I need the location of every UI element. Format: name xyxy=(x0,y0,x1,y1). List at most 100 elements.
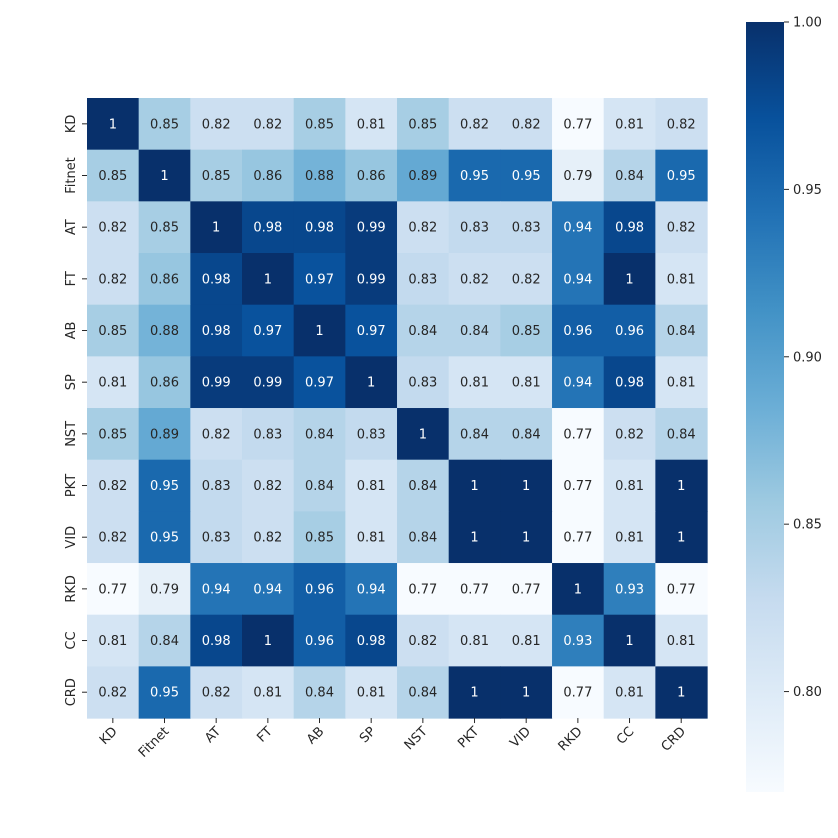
cell-value-label: 0.79 xyxy=(563,169,592,184)
cell-value-label: 0.81 xyxy=(253,686,282,701)
cell-value-label: 0.85 xyxy=(512,324,541,339)
cell-value-label: 0.82 xyxy=(253,479,282,494)
cell-value-label: 0.96 xyxy=(615,324,644,339)
cell-value-label: 0.82 xyxy=(460,117,489,132)
cell-value-label: 0.88 xyxy=(150,324,179,339)
cell-value-label: 0.81 xyxy=(615,117,644,132)
cell-value-label: 0.85 xyxy=(202,169,231,184)
heatmap-cell xyxy=(397,253,450,306)
x-tick-label: AB xyxy=(304,724,327,747)
heatmap-cell xyxy=(397,201,450,254)
cell-value-label: 0.93 xyxy=(615,582,644,597)
heatmap-cell xyxy=(552,149,605,202)
cell-value-label: 1 xyxy=(574,582,582,597)
x-tick-label: CC xyxy=(614,724,637,747)
cell-value-label: 1 xyxy=(367,376,375,391)
cell-value-label: 0.77 xyxy=(460,582,489,597)
cell-value-label: 0.95 xyxy=(150,686,179,701)
cell-value-label: 0.84 xyxy=(460,427,489,442)
heatmap-cell xyxy=(190,511,243,564)
heatmap-cell xyxy=(655,459,708,512)
cell-value-label: 0.82 xyxy=(408,221,437,236)
cell-value-label: 0.81 xyxy=(512,634,541,649)
cell-value-label: 0.77 xyxy=(563,117,592,132)
heatmap-cell xyxy=(138,98,191,151)
cell-value-label: 0.77 xyxy=(563,531,592,546)
heatmap-cell xyxy=(242,149,295,202)
cell-value-label: 0.85 xyxy=(150,117,179,132)
x-tick-label: VID xyxy=(507,724,534,751)
heatmap-cell xyxy=(87,356,140,409)
heatmap-cell xyxy=(190,356,243,409)
heatmap-cell xyxy=(138,201,191,254)
cell-value-label: 0.84 xyxy=(150,634,179,649)
heatmap-cell xyxy=(293,356,346,409)
cell-value-label: 0.94 xyxy=(563,376,592,391)
cell-value-label: 0.81 xyxy=(667,376,696,391)
cell-value-label: 0.84 xyxy=(408,479,437,494)
y-tick-label: CC xyxy=(64,631,79,649)
heatmap-cell xyxy=(345,408,398,461)
heatmap-cell xyxy=(500,614,553,667)
heatmap-cell xyxy=(345,563,398,616)
cell-value-label: 0.85 xyxy=(305,117,334,132)
cell-value-label: 0.94 xyxy=(357,582,386,597)
heatmap-cell xyxy=(397,459,450,512)
cell-value-label: 0.84 xyxy=(460,324,489,339)
heatmap-cell xyxy=(448,459,501,512)
cell-value-label: 0.96 xyxy=(305,634,334,649)
heatmap-cell xyxy=(552,666,605,719)
y-tick-label: RKD xyxy=(64,575,79,603)
heatmap-cell xyxy=(345,304,398,357)
heatmap-cell xyxy=(242,666,295,719)
cell-value-label: 0.85 xyxy=(408,117,437,132)
cell-value-label: 1 xyxy=(677,479,685,494)
heatmap-cell xyxy=(138,563,191,616)
heatmap-cell xyxy=(138,459,191,512)
cell-value-label: 0.94 xyxy=(563,221,592,236)
heatmap-cell xyxy=(500,98,553,151)
cell-value-label: 0.82 xyxy=(98,531,127,546)
cell-value-label: 1 xyxy=(625,634,633,649)
heatmap-cell xyxy=(190,201,243,254)
cell-value-label: 0.77 xyxy=(512,582,541,597)
cell-value-label: 0.85 xyxy=(98,169,127,184)
heatmap-cell xyxy=(397,511,450,564)
heatmap-cell xyxy=(397,149,450,202)
heatmap-cell xyxy=(397,98,450,151)
cell-value-label: 0.84 xyxy=(305,479,334,494)
cell-value-label: 1 xyxy=(677,531,685,546)
heatmap-cell xyxy=(448,304,501,357)
heatmap-cell xyxy=(603,304,656,357)
cell-value-label: 0.77 xyxy=(408,582,437,597)
cell-value-label: 0.77 xyxy=(563,686,592,701)
heatmap-cell xyxy=(552,408,605,461)
cell-value-label: 0.98 xyxy=(202,272,231,287)
heatmap-cell xyxy=(242,511,295,564)
heatmap-cell xyxy=(500,253,553,306)
heatmap-cell xyxy=(448,356,501,409)
heatmap-cell xyxy=(655,511,708,564)
cell-value-label: 0.81 xyxy=(667,272,696,287)
heatmap-cell xyxy=(345,201,398,254)
x-tick-label: KD xyxy=(97,724,121,748)
cell-value-label: 0.96 xyxy=(563,324,592,339)
heatmap-cell xyxy=(603,408,656,461)
heatmap-cell xyxy=(552,304,605,357)
heatmap-cell xyxy=(345,98,398,151)
heatmap-cell xyxy=(345,253,398,306)
cell-value-label: 0.98 xyxy=(305,221,334,236)
heatmap-cell xyxy=(242,356,295,409)
heatmap-cell xyxy=(552,511,605,564)
heatmap-cell xyxy=(655,408,708,461)
cell-value-label: 1 xyxy=(625,272,633,287)
cell-value-label: 0.85 xyxy=(150,221,179,236)
cell-value-label: 1 xyxy=(160,169,168,184)
cell-value-label: 1 xyxy=(522,686,530,701)
heatmap-cell xyxy=(138,614,191,667)
colorbar: 0.80 0.85 0.90 0.95 1.00 xyxy=(746,16,822,792)
heatmap-cell xyxy=(552,98,605,151)
x-tick-label: AT xyxy=(202,724,224,746)
heatmap-cell xyxy=(190,666,243,719)
heatmap-cell xyxy=(552,253,605,306)
